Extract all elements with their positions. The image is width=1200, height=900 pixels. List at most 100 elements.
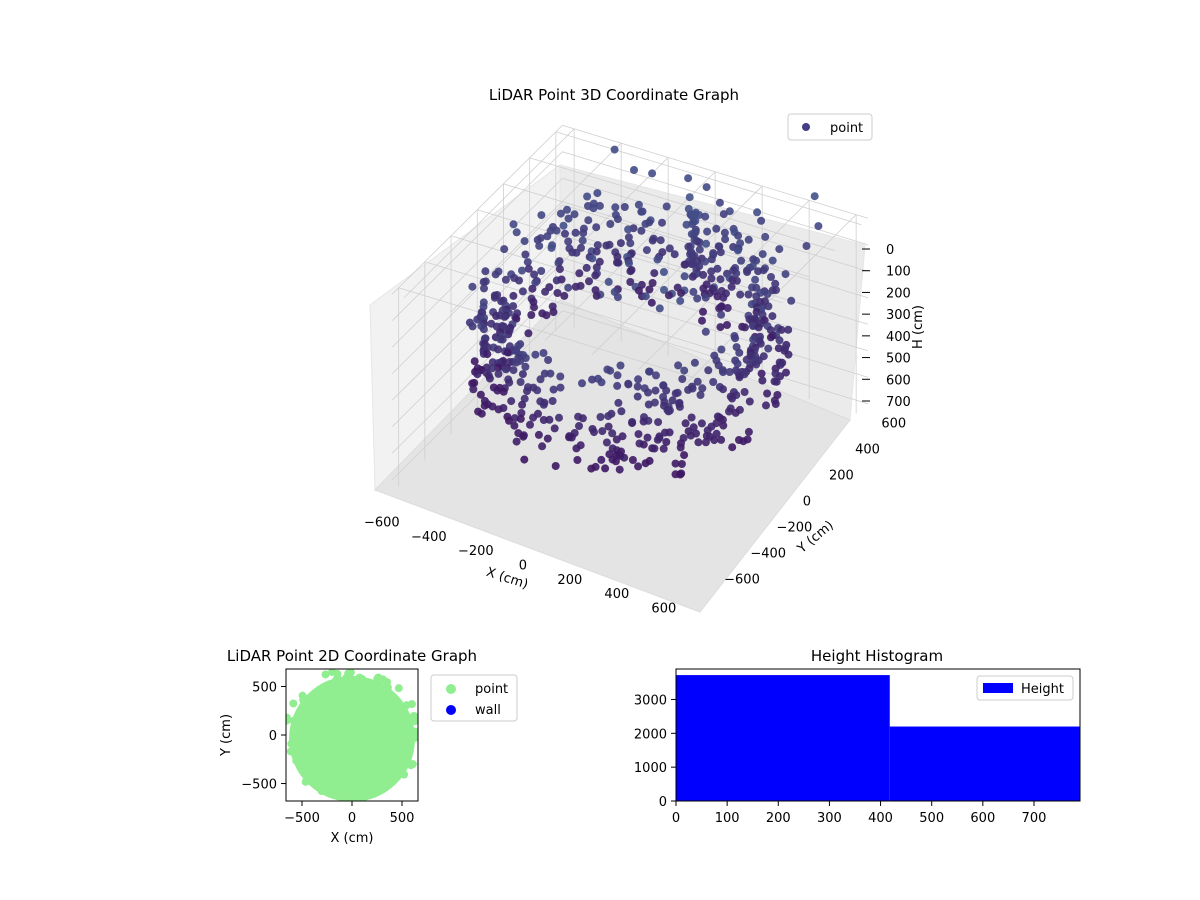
cloud-point bbox=[744, 235, 753, 244]
blob-point bbox=[297, 719, 306, 728]
cloud-point bbox=[572, 444, 581, 453]
cloud-point bbox=[520, 394, 529, 403]
cloud-point bbox=[695, 211, 704, 219]
cloud-point bbox=[758, 250, 767, 259]
cloud-point bbox=[754, 323, 763, 332]
cloud-point bbox=[659, 444, 668, 453]
cloud-point bbox=[680, 272, 689, 281]
cloud-point bbox=[659, 268, 668, 276]
cloud-point bbox=[552, 276, 561, 285]
cloud-point bbox=[598, 427, 607, 436]
cloud-point bbox=[762, 401, 770, 410]
cloud-point bbox=[616, 361, 625, 370]
blob-point bbox=[307, 751, 316, 760]
cloud-point bbox=[662, 386, 671, 395]
y-tick-3d: 200 bbox=[829, 468, 854, 483]
cloud-point bbox=[534, 430, 543, 439]
cloud-point bbox=[641, 459, 650, 468]
cloud-point bbox=[713, 264, 722, 273]
cloud-point bbox=[777, 325, 786, 334]
cloud-point bbox=[641, 292, 650, 301]
cloud-point bbox=[541, 287, 550, 296]
x-tick-3d: −400 bbox=[411, 530, 447, 545]
blob-point bbox=[286, 713, 291, 722]
legend-histogram-label: Height bbox=[1021, 682, 1064, 697]
cloud-point bbox=[701, 327, 710, 336]
cloud-point bbox=[715, 198, 724, 207]
blob-point bbox=[308, 777, 317, 786]
cloud-point bbox=[677, 289, 686, 298]
cloud-point bbox=[533, 235, 542, 244]
cloud-point bbox=[719, 385, 727, 394]
cloud-point bbox=[591, 271, 600, 280]
cloud-point bbox=[604, 277, 613, 286]
cloud-point bbox=[530, 303, 538, 312]
cloud-point bbox=[630, 166, 638, 174]
cloud-point bbox=[588, 254, 597, 263]
cloud-point bbox=[651, 386, 660, 395]
cloud-point bbox=[761, 232, 770, 241]
z-tick-3d: 500 bbox=[886, 352, 911, 367]
cloud-point bbox=[505, 416, 513, 425]
blob-point bbox=[343, 778, 352, 787]
chart-2d: LiDAR Point 2D Coordinate Graph −500−500… bbox=[219, 647, 518, 846]
blob-point bbox=[286, 747, 295, 756]
y-tick-2d: −500 bbox=[241, 778, 277, 793]
cloud-point bbox=[468, 379, 477, 388]
cloud-point bbox=[608, 429, 617, 438]
cloud-point bbox=[767, 273, 775, 281]
cloud-point bbox=[716, 248, 725, 257]
cloud-point bbox=[597, 378, 606, 387]
cloud-point bbox=[732, 269, 741, 278]
cloud-point bbox=[483, 350, 492, 359]
histogram-bar bbox=[676, 675, 890, 801]
cloud-point bbox=[687, 413, 696, 422]
legend-3d-label: point bbox=[830, 121, 863, 136]
z-tick-3d: 400 bbox=[886, 330, 911, 345]
cloud-point bbox=[676, 443, 685, 452]
cloud-point bbox=[694, 438, 703, 447]
blob-point bbox=[389, 698, 398, 707]
cloud-point bbox=[567, 433, 576, 442]
blob-point bbox=[321, 670, 330, 679]
blob-point bbox=[374, 776, 383, 785]
cloud-point bbox=[613, 371, 622, 380]
cloud-point bbox=[702, 239, 711, 248]
x-tick-histogram: 400 bbox=[868, 811, 893, 826]
cloud-point bbox=[536, 375, 545, 384]
x-tick-3d: 600 bbox=[651, 601, 676, 616]
cloud-point bbox=[578, 379, 586, 388]
cloud-point bbox=[733, 359, 742, 368]
cloud-point bbox=[701, 212, 710, 221]
cloud-point bbox=[612, 435, 621, 444]
cloud-point bbox=[733, 246, 742, 255]
histogram-bars bbox=[676, 675, 1080, 801]
cloud-point bbox=[775, 336, 784, 345]
cloud-point bbox=[555, 413, 563, 422]
cloud-point bbox=[731, 334, 740, 343]
z-tick-3d: 100 bbox=[886, 265, 911, 280]
cloud-point bbox=[723, 304, 732, 312]
cloud-point bbox=[814, 222, 823, 231]
cloud-point bbox=[664, 407, 673, 416]
cloud-point bbox=[528, 284, 537, 293]
cloud-point bbox=[548, 397, 557, 405]
cloud-point bbox=[543, 232, 552, 241]
cloud-point bbox=[717, 345, 726, 354]
cloud-point bbox=[624, 225, 633, 234]
cloud-point bbox=[500, 245, 509, 254]
cloud-point bbox=[537, 267, 546, 275]
cloud-point bbox=[703, 227, 712, 236]
cloud-point bbox=[468, 322, 477, 331]
cloud-point bbox=[650, 398, 659, 407]
cloud-point bbox=[614, 258, 623, 267]
z-tick-3d: 700 bbox=[886, 395, 911, 410]
cloud-point bbox=[625, 259, 633, 268]
cloud-point bbox=[764, 344, 773, 353]
cloud-point bbox=[488, 364, 497, 373]
blob-point bbox=[326, 778, 335, 787]
cloud-point bbox=[572, 248, 581, 257]
cloud-point bbox=[702, 183, 711, 192]
x-tick-histogram: 700 bbox=[1022, 811, 1047, 826]
cloud-point bbox=[571, 282, 580, 291]
